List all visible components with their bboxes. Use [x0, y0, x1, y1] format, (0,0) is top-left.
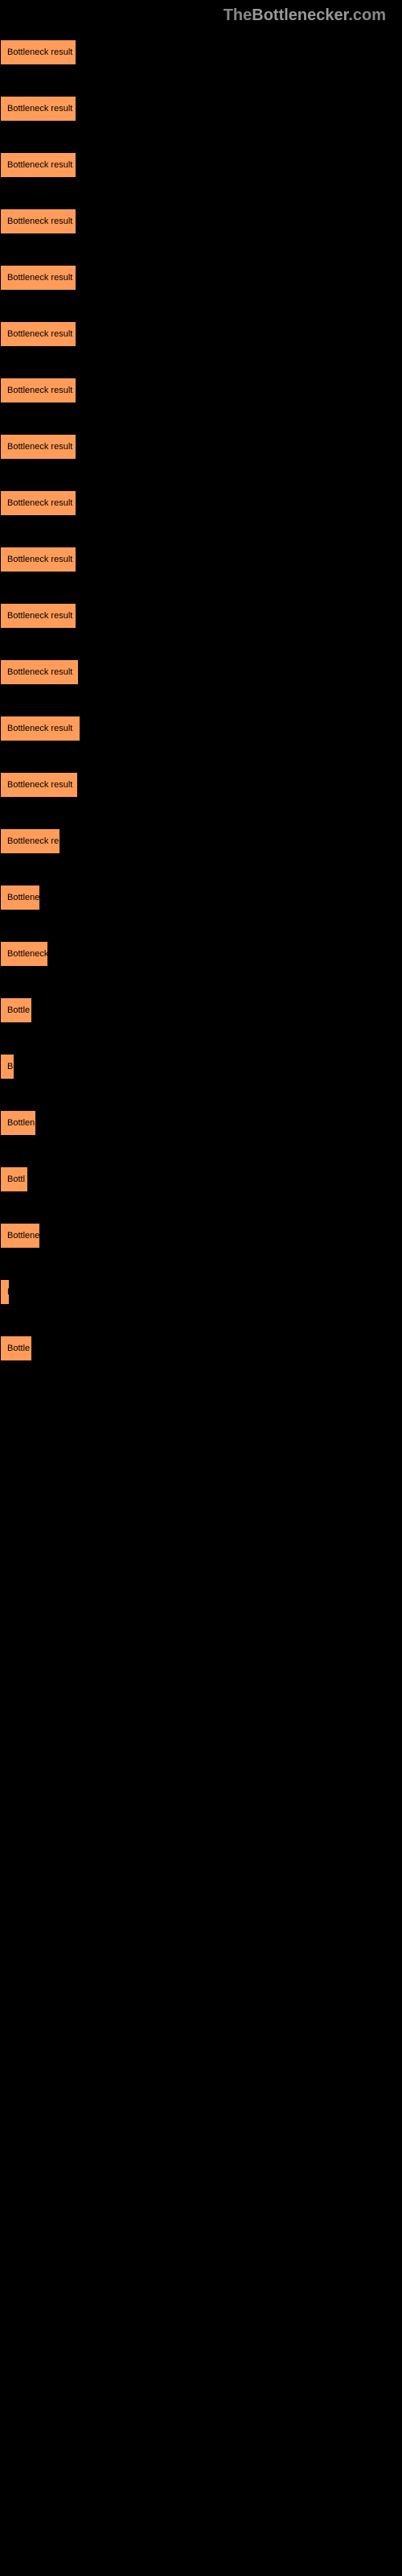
- bar-row: Bottl: [0, 1166, 402, 1207]
- bar: B: [0, 1279, 10, 1305]
- bar: Bottlene: [0, 885, 40, 910]
- bar-row: Bottle: [0, 997, 402, 1038]
- bar: Bottleneck result: [0, 547, 76, 572]
- bar: Bottleneck result: [0, 659, 79, 685]
- bar: Bottleneck result: [0, 716, 80, 741]
- bar-row: Bottleneck result: [0, 378, 402, 418]
- site-header: TheBottlenecker.com: [0, 0, 402, 31]
- header-com: .com: [348, 6, 386, 24]
- bar: Bottleneck result: [0, 603, 76, 629]
- header-the: The: [224, 6, 252, 24]
- bar: Bottle: [0, 997, 32, 1023]
- bar: Bottleneck result: [0, 208, 76, 234]
- bar: Bottlen: [0, 1110, 36, 1136]
- bar-row: Bottleneck result: [0, 265, 402, 305]
- footer-space: [0, 1400, 402, 2527]
- bar-row: Bottleneck result: [0, 434, 402, 474]
- bar: Bottleneck result: [0, 490, 76, 516]
- bar: Bo: [0, 1054, 14, 1080]
- bar-row: Bottleneck result: [0, 96, 402, 136]
- bar-row: Bottleneck result: [0, 490, 402, 530]
- header-bottlenecker: Bottlenecker: [252, 6, 348, 24]
- bar-row: Bottleneck result: [0, 659, 402, 700]
- bar: Bottle: [0, 1335, 32, 1361]
- bar-row: Bottle: [0, 1335, 402, 1376]
- bar: Bottleneck result: [0, 772, 78, 798]
- chart-area: Bottleneck result Bottleneck result Bottle…: [0, 31, 402, 1400]
- bar-row: Bottleneck result: [0, 208, 402, 249]
- bar-row: Bottleneck result: [0, 39, 402, 80]
- bar: Bottlene: [0, 1223, 40, 1249]
- bar: Bottl: [0, 1166, 28, 1192]
- bar-row: Bottleneck: [0, 941, 402, 981]
- bar-row: Bottleneck result: [0, 772, 402, 812]
- bar: Bottleneck result: [0, 321, 76, 347]
- bar-row: B: [0, 1279, 402, 1319]
- bar-row: Bottlene: [0, 885, 402, 925]
- bar-row: Bottleneck result: [0, 716, 402, 756]
- bar: Bottleneck re: [0, 828, 60, 854]
- bar-row: Bottleneck result: [0, 321, 402, 361]
- bar-row: Bottleneck result: [0, 603, 402, 643]
- bar: Bottleneck result: [0, 152, 76, 178]
- bar: Bottleneck result: [0, 434, 76, 460]
- bar: Bottleneck result: [0, 39, 76, 65]
- bar: Bottleneck result: [0, 265, 76, 291]
- bar: Bottleneck: [0, 941, 48, 967]
- bar-row: Bottlene: [0, 1223, 402, 1263]
- bar-row: Bottleneck re: [0, 828, 402, 869]
- bar-row: Bottleneck result: [0, 547, 402, 587]
- bar: Bottleneck result: [0, 96, 76, 122]
- bar: Bottleneck result: [0, 378, 76, 403]
- bar-row: Bo: [0, 1054, 402, 1094]
- bar-row: Bottleneck result: [0, 152, 402, 192]
- bar-row: Bottlen: [0, 1110, 402, 1150]
